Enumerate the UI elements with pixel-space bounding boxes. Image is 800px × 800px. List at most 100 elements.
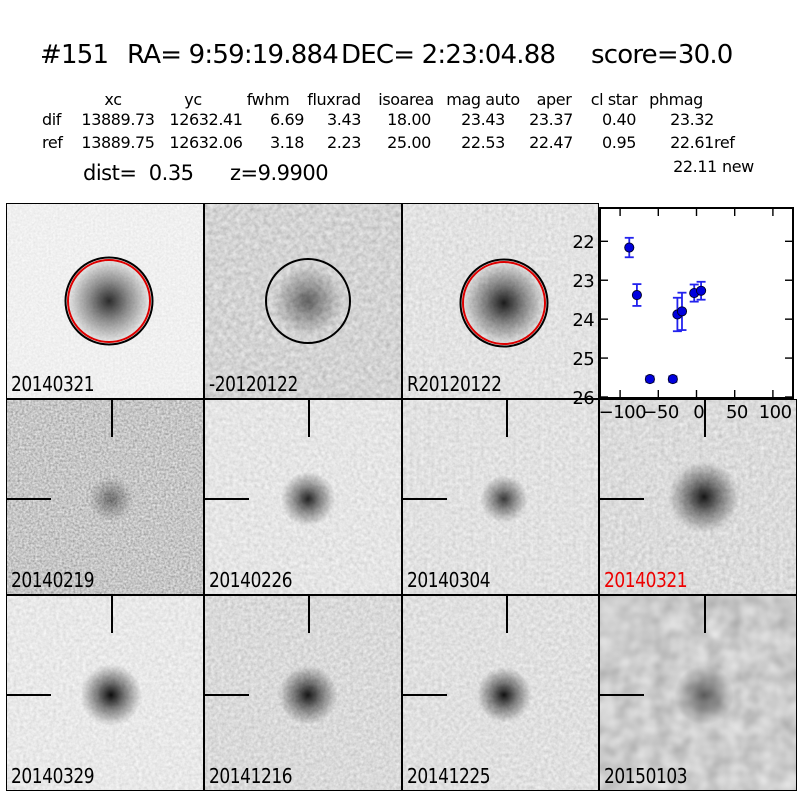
dif-fluxrad: 3.43 xyxy=(326,110,362,129)
row-label-dif: dif xyxy=(42,110,62,129)
cutout-panel: 20140304 xyxy=(401,399,600,595)
col-header-isoarea: isoarea xyxy=(378,90,434,109)
aperture-circle-black xyxy=(265,258,352,344)
aperture-circle-black xyxy=(64,256,154,346)
cutout-panel: 20140329 xyxy=(6,595,204,791)
source-blob xyxy=(673,664,734,725)
ref-aper: 22.47 xyxy=(529,133,573,152)
crosshair-tick-horizontal xyxy=(7,693,51,696)
cutout-panel: 20150103 xyxy=(599,595,797,791)
ref-fwhm: 3.18 xyxy=(269,133,305,152)
crosshair-tick-vertical xyxy=(703,596,706,633)
cutout-date-label: 20150103 xyxy=(604,764,688,788)
cutout-panel: 20140219 xyxy=(6,399,204,595)
crosshair-tick-horizontal xyxy=(204,497,249,500)
ra-value: RA= 9:59:19.884 xyxy=(127,40,339,70)
aperture-circle-red xyxy=(66,259,151,343)
crosshair-tick-horizontal xyxy=(402,693,447,696)
row-label-ref: ref xyxy=(42,133,63,152)
ref-xc: 13889.75 xyxy=(81,133,155,152)
y-tick-label: 25 xyxy=(572,349,595,371)
col-header-yc: yc xyxy=(184,90,202,109)
lightcurve-plot: −100 −50 0 50 100 22 23 24 25 26 xyxy=(572,203,797,422)
dif-aper: 23.37 xyxy=(529,110,573,129)
cutout-panel: 20141225 xyxy=(401,595,600,791)
crosshair-tick-horizontal xyxy=(7,497,51,500)
dif-magauto: 23.43 xyxy=(461,110,505,129)
source-blob xyxy=(480,474,529,523)
source-blob xyxy=(278,664,339,725)
col-header-clstar: cl star xyxy=(590,90,638,109)
col-header-fluxrad: fluxrad xyxy=(307,90,361,109)
source-blob xyxy=(79,663,142,726)
crosshair-tick-horizontal xyxy=(600,497,645,500)
score-value: score=30.0 xyxy=(591,40,733,70)
ref-yc: 12632.06 xyxy=(169,133,243,152)
crosshair-tick-vertical xyxy=(506,400,509,437)
crosshair-tick-horizontal xyxy=(402,497,447,500)
aperture-circle-red xyxy=(462,260,547,345)
lightcurve-axes: −100 −50 0 50 100 22 23 24 25 26 xyxy=(572,207,794,422)
dif-phmag: 23.32 xyxy=(670,110,714,129)
x-tick-label: 50 xyxy=(725,402,748,423)
dec-value: DEC= 2:23:04.88 xyxy=(341,40,556,70)
dif-fwhm: 6.69 xyxy=(269,110,305,129)
cutout-panel: 20141216 xyxy=(203,595,402,791)
col-header-fwhm: fwhm xyxy=(246,90,290,109)
y-tick-label: 26 xyxy=(572,388,595,409)
dif-xc: 13889.73 xyxy=(81,110,155,129)
y-tick-label: 23 xyxy=(572,271,595,293)
crosshair-tick-vertical xyxy=(308,596,311,633)
col-header-aper: aper xyxy=(536,90,572,109)
source-blob xyxy=(87,475,134,522)
crosshair-tick-horizontal xyxy=(204,693,249,696)
x-tick-label: 100 xyxy=(758,402,792,423)
col-header-phmag: phmag xyxy=(649,90,703,109)
crosshair-tick-vertical xyxy=(110,400,113,437)
ref-phmag: 22.61 xyxy=(670,133,714,152)
cutout-date-label: R20120122 xyxy=(406,372,502,396)
cutout-panel-highlighted: 20140321 xyxy=(599,399,797,595)
cutout-panel-new: 20140321 xyxy=(6,203,204,399)
cutout-date-label: 20140329 xyxy=(11,764,95,788)
aperture-circle-black xyxy=(459,258,549,348)
dist-value: dist= 0.35 xyxy=(83,161,194,185)
cutout-date-label: 20140226 xyxy=(208,568,293,592)
cutout-panel: 20140226 xyxy=(203,399,402,595)
crosshair-tick-vertical xyxy=(308,400,311,437)
ref-isoarea: 25.00 xyxy=(387,133,431,152)
col-header-xc: xc xyxy=(104,90,122,109)
source-blob xyxy=(476,666,533,723)
dif-clstar: 0.40 xyxy=(601,110,637,129)
dif-yc: 12632.41 xyxy=(169,110,243,129)
cutout-date-label: 20140219 xyxy=(11,568,95,592)
col-header-magauto: mag auto xyxy=(446,90,520,109)
source-blob xyxy=(280,471,336,527)
cutout-grid: 20140321 -20120122 R20120122 −100 −50 0 50 1… xyxy=(6,203,797,791)
crosshair-tick-vertical xyxy=(110,596,113,633)
cutout-date-label: -20120122 xyxy=(208,372,298,396)
candidate-id: #151 xyxy=(40,40,109,70)
ref-clstar: 0.95 xyxy=(601,133,637,152)
cutout-date-label: 20141225 xyxy=(406,764,491,788)
source-blob xyxy=(667,461,740,533)
cutout-date-label: 20140304 xyxy=(406,568,491,592)
crosshair-tick-vertical xyxy=(506,596,509,633)
z-value: z=9.9900 xyxy=(230,161,329,185)
cutout-date-label: 20140321 xyxy=(11,372,95,396)
y-tick-label: 24 xyxy=(572,310,595,332)
new-phmag-value: 22.11 xyxy=(673,157,717,176)
y-tick-label: 22 xyxy=(572,232,595,254)
cutout-date-label: 20141216 xyxy=(208,764,293,788)
crosshair-tick-vertical xyxy=(703,400,706,437)
noise-texture xyxy=(7,400,203,594)
cutout-date-label: 20140321 xyxy=(604,568,688,592)
ref-fluxrad: 2.23 xyxy=(326,133,362,152)
crosshair-tick-horizontal xyxy=(600,693,645,696)
ref-phmag-suffix: ref xyxy=(714,133,735,152)
x-tick-label: −100 xyxy=(598,402,647,423)
x-tick-label: −50 xyxy=(642,402,679,423)
x-tick-label: 0 xyxy=(693,402,705,423)
ref-magauto: 22.53 xyxy=(461,133,505,152)
